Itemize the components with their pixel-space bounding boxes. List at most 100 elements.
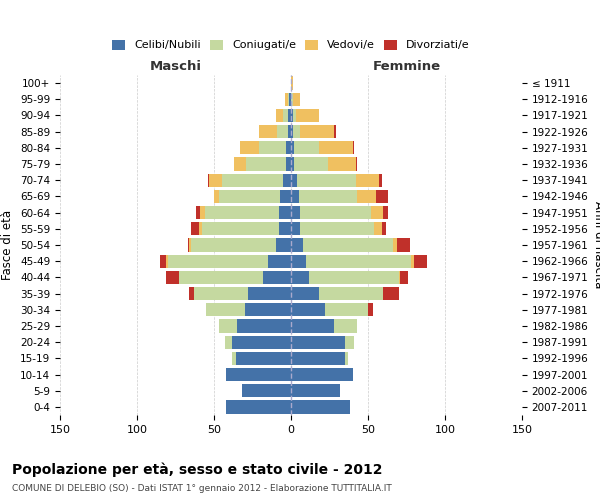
Bar <box>232 336 291 349</box>
Bar <box>248 287 291 300</box>
Bar <box>383 206 388 220</box>
Bar <box>179 270 263 284</box>
Bar <box>278 206 291 220</box>
Bar <box>240 141 259 154</box>
Bar <box>288 125 291 138</box>
Bar <box>334 320 357 332</box>
Bar <box>245 303 291 316</box>
Bar <box>225 336 232 349</box>
Bar <box>291 238 304 252</box>
Bar <box>291 125 293 138</box>
Bar <box>222 174 283 187</box>
Bar <box>209 174 222 187</box>
Bar <box>188 238 190 252</box>
Bar <box>268 254 291 268</box>
Bar <box>293 109 296 122</box>
Bar <box>191 222 199 235</box>
Y-axis label: Anni di nascita: Anni di nascita <box>592 202 600 288</box>
Bar <box>291 76 293 90</box>
Bar <box>196 206 200 220</box>
Bar <box>334 125 335 138</box>
Bar <box>286 141 291 154</box>
Bar <box>247 158 286 170</box>
Bar <box>160 254 166 268</box>
Bar <box>368 303 373 316</box>
Bar <box>286 158 291 170</box>
Bar <box>411 254 414 268</box>
Bar <box>374 222 382 235</box>
Bar <box>275 109 283 122</box>
Bar <box>307 254 411 268</box>
Text: Maschi: Maschi <box>149 60 202 72</box>
Bar <box>379 174 382 187</box>
Bar <box>291 141 294 154</box>
Bar <box>291 206 300 220</box>
Bar <box>356 174 379 187</box>
Bar <box>300 222 374 235</box>
Bar <box>206 303 245 316</box>
Bar <box>200 206 205 220</box>
Bar <box>226 400 291 413</box>
Bar <box>226 368 291 381</box>
Bar <box>353 141 354 154</box>
Bar <box>236 352 291 365</box>
Y-axis label: Fasce di età: Fasce di età <box>1 210 14 280</box>
Bar <box>237 320 291 332</box>
Bar <box>382 222 386 235</box>
Bar <box>205 206 278 220</box>
Bar <box>356 158 357 170</box>
Bar <box>199 222 202 235</box>
Bar <box>291 352 345 365</box>
Bar <box>218 320 237 332</box>
Bar <box>190 238 191 252</box>
Bar <box>291 270 310 284</box>
Bar <box>291 92 293 106</box>
Bar <box>400 270 408 284</box>
Bar <box>202 222 278 235</box>
Bar <box>319 287 383 300</box>
Bar <box>299 190 357 203</box>
Bar <box>283 174 291 187</box>
Bar <box>194 287 248 300</box>
Bar <box>325 303 368 316</box>
Bar <box>304 238 392 252</box>
Bar <box>232 352 236 365</box>
Bar <box>218 190 280 203</box>
Bar <box>310 270 399 284</box>
Bar <box>190 287 194 300</box>
Bar <box>357 190 376 203</box>
Bar <box>259 125 277 138</box>
Bar <box>288 92 289 106</box>
Bar <box>345 336 354 349</box>
Bar <box>291 174 297 187</box>
Bar <box>294 158 328 170</box>
Text: Popolazione per età, sesso e stato civile - 2012: Popolazione per età, sesso e stato civil… <box>12 462 383 477</box>
Bar <box>392 238 397 252</box>
Bar <box>291 368 353 381</box>
Bar <box>293 125 300 138</box>
Bar <box>263 270 291 284</box>
Bar <box>399 270 400 284</box>
Bar <box>291 158 294 170</box>
Bar <box>278 222 291 235</box>
Bar <box>166 254 168 268</box>
Bar <box>288 109 291 122</box>
Legend: Celibi/Nubili, Coniugati/e, Vedovi/e, Divorziati/e: Celibi/Nubili, Coniugati/e, Vedovi/e, Di… <box>109 36 473 54</box>
Bar <box>328 158 356 170</box>
Bar <box>242 384 291 398</box>
Bar <box>289 92 291 106</box>
Bar <box>291 336 345 349</box>
Bar <box>397 238 410 252</box>
Bar <box>291 400 350 413</box>
Bar <box>166 270 179 284</box>
Bar <box>214 190 218 203</box>
Bar <box>383 287 399 300</box>
Bar <box>300 125 334 138</box>
Bar <box>345 352 348 365</box>
Bar <box>291 320 334 332</box>
Bar <box>371 206 383 220</box>
Bar <box>191 238 275 252</box>
Bar <box>291 287 319 300</box>
Bar <box>291 222 300 235</box>
Bar <box>208 174 209 187</box>
